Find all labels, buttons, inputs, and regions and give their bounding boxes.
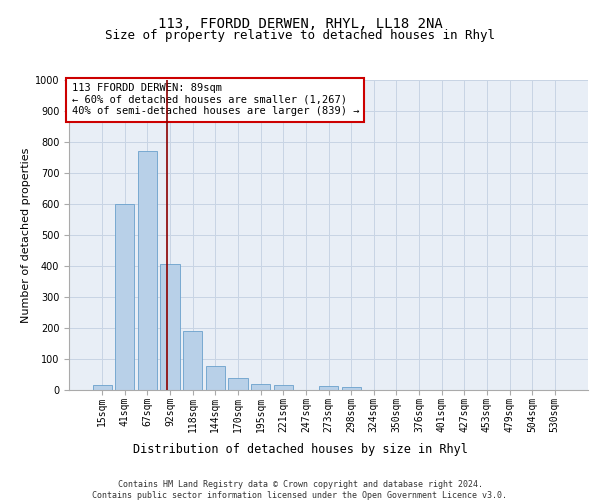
Text: 113 FFORDD DERWEN: 89sqm
← 60% of detached houses are smaller (1,267)
40% of sem: 113 FFORDD DERWEN: 89sqm ← 60% of detach…: [71, 83, 359, 116]
Bar: [115, 204, 134, 390]
Bar: [251, 384, 270, 390]
Bar: [341, 387, 361, 390]
Bar: [138, 152, 157, 390]
Bar: [92, 386, 112, 390]
Y-axis label: Number of detached properties: Number of detached properties: [20, 148, 31, 322]
Text: Contains HM Land Registry data © Crown copyright and database right 2024.: Contains HM Land Registry data © Crown c…: [118, 480, 482, 489]
Bar: [206, 366, 225, 390]
Text: Contains public sector information licensed under the Open Government Licence v3: Contains public sector information licen…: [92, 491, 508, 500]
Text: 113, FFORDD DERWEN, RHYL, LL18 2NA: 113, FFORDD DERWEN, RHYL, LL18 2NA: [158, 18, 442, 32]
Bar: [183, 331, 202, 390]
Text: Size of property relative to detached houses in Rhyl: Size of property relative to detached ho…: [105, 29, 495, 42]
Bar: [229, 378, 248, 390]
Bar: [160, 264, 180, 390]
Text: Distribution of detached houses by size in Rhyl: Distribution of detached houses by size …: [133, 442, 467, 456]
Bar: [274, 386, 293, 390]
Bar: [319, 386, 338, 390]
